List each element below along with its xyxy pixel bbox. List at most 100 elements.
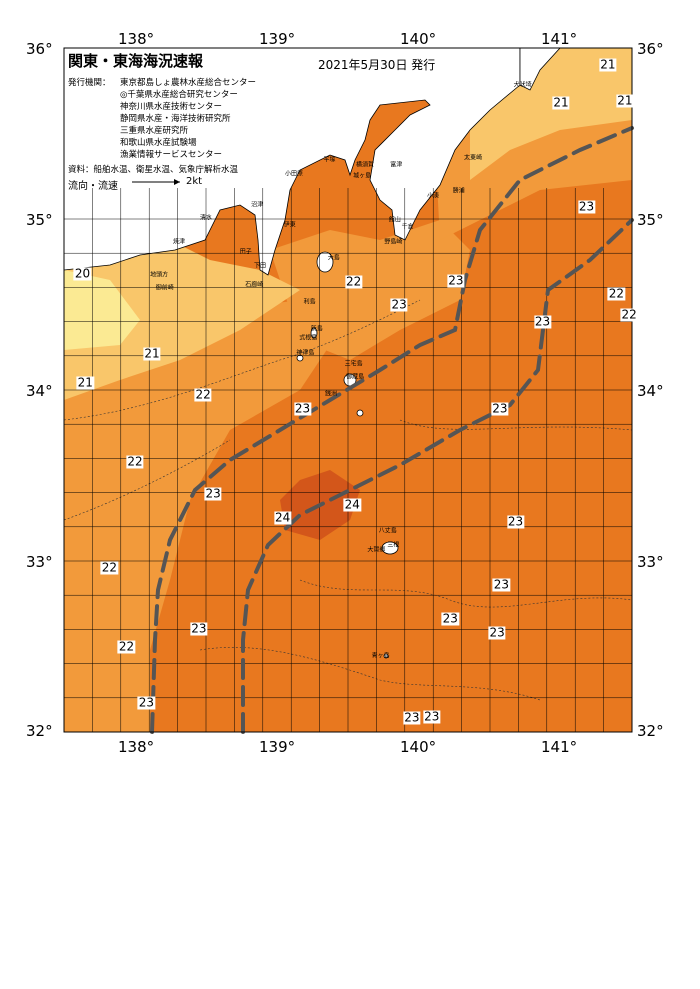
place-name: 伊東 xyxy=(283,221,296,229)
temperature-label: 23 xyxy=(577,199,596,214)
temperature-label: 22 xyxy=(345,274,363,289)
island-hachijojima xyxy=(381,541,399,555)
place-name: 横須賀 xyxy=(356,161,375,169)
lat-right-label: 32° xyxy=(637,722,664,740)
temperature-label: 23 xyxy=(190,621,208,636)
place-name: 御前崎 xyxy=(155,284,174,292)
place-name: 石廊崎 xyxy=(245,281,264,289)
lat-left-label: 36° xyxy=(26,40,53,58)
lat-right-label: 35° xyxy=(637,211,664,229)
lat-left-label: 33° xyxy=(26,553,53,571)
lon-bottom-label: 140° xyxy=(400,738,437,756)
place-name: 大賀郷 xyxy=(367,546,386,554)
publisher-item: 東京都島しょ農林水産総合センター xyxy=(120,78,257,88)
lat-right-label: 34° xyxy=(637,382,664,400)
temperature-label: 23 xyxy=(441,611,459,626)
map-frame xyxy=(63,47,633,733)
place-name: 小湊 xyxy=(427,192,440,200)
sea-zone-21 xyxy=(64,230,300,400)
temperature-label: 23 xyxy=(447,273,465,288)
publisher-item: 漁業情報サービスセンター xyxy=(120,150,223,160)
lat-left-label: 32° xyxy=(26,722,53,740)
temperature-label: 23 xyxy=(390,297,408,311)
lon-top-label: 141° xyxy=(541,30,578,48)
data-sources: 資料：船舶水温、衛星水温、気象庁解析水温 xyxy=(68,165,239,175)
lon-bottom-label: 138° xyxy=(118,738,155,756)
place-name: 犬吠埼 xyxy=(513,81,532,89)
place-name: 館山 xyxy=(388,216,401,224)
lon-bottom-label: 141° xyxy=(541,738,578,756)
temperature-label: 23 xyxy=(488,625,506,640)
place-name: 沼津 xyxy=(251,201,264,209)
lat-left-label: 34° xyxy=(26,382,53,400)
kuroshio-axis xyxy=(150,126,634,734)
issue-date: 2021年5月30日 発行 xyxy=(318,58,436,72)
temperature-label: 22 xyxy=(607,286,626,301)
place-name: 下田 xyxy=(253,262,266,270)
lat-right-label: 33° xyxy=(637,553,664,571)
publisher-item: 和歌山県水産試験場 xyxy=(120,138,197,148)
publisher-label: 発行機関： xyxy=(68,78,111,88)
lon-top-label: 138° xyxy=(118,30,155,48)
temperature-label: 23 xyxy=(492,577,510,592)
publisher-item: 三重県水産研究所 xyxy=(120,126,189,136)
publisher-item: 静岡県水産・海洋技術研究所 xyxy=(120,114,231,124)
island-niijima xyxy=(310,327,318,339)
lon-top-label: 140° xyxy=(400,30,437,48)
temperature-label: 23 xyxy=(506,514,525,529)
place-name: 千倉 xyxy=(401,223,414,231)
place-name: 焼津 xyxy=(173,238,186,246)
place-name: 利島 xyxy=(303,298,316,306)
place-name: 小田原 xyxy=(285,170,304,178)
place-name: 銭洲 xyxy=(324,390,337,398)
place-name: 清水 xyxy=(199,214,213,222)
temperature-label: 23 xyxy=(137,695,155,710)
temperature-label: 21 xyxy=(616,93,634,108)
lat-right-label: 36° xyxy=(637,40,664,58)
place-name: 三宅島 xyxy=(344,360,363,368)
place-name: 神津島 xyxy=(296,349,315,357)
island-aogashima xyxy=(383,653,389,659)
temperature-label: 22 xyxy=(126,454,144,469)
temperature-label: 22 xyxy=(620,307,638,322)
temperature-label: 24 xyxy=(274,510,292,525)
temperature-label: 22 xyxy=(194,387,212,402)
temperature-label: 23 xyxy=(293,401,312,416)
temperature-label: 23 xyxy=(491,401,509,416)
place-name: 御蔵島 xyxy=(346,373,365,381)
temperature-label: 23 xyxy=(204,486,222,501)
land-boso-tip xyxy=(519,48,561,91)
lon-bottom-label: 139° xyxy=(259,738,296,756)
temperature-label: 21 xyxy=(76,375,94,390)
publisher-item: ◎千葉県水産総合研究センター xyxy=(120,90,238,100)
sea-zone-22 xyxy=(64,300,340,732)
place-name: 青ヶ島 xyxy=(371,652,390,660)
temperature-label: 23 xyxy=(533,314,552,329)
temperature-label: 21 xyxy=(143,346,161,361)
place-name: 勝浦 xyxy=(452,187,465,195)
island-oshima xyxy=(316,251,334,273)
publisher-item: 神奈川県水産技術センター xyxy=(120,102,223,112)
island-kozushima xyxy=(296,354,304,362)
legend-arrow-head xyxy=(174,179,180,185)
island-mikurajima xyxy=(356,409,364,417)
place-name: 太東崎 xyxy=(463,154,482,162)
place-name: 式根島 xyxy=(299,334,318,342)
lon-top-label: 139° xyxy=(259,30,296,48)
lat-left-label: 35° xyxy=(26,211,53,229)
place-name: 大島 xyxy=(327,254,340,262)
place-name: 田子 xyxy=(239,248,252,256)
place-name: 城ヶ島 xyxy=(353,172,372,180)
place-name: 富津 xyxy=(390,161,403,169)
temperature-label: 22 xyxy=(100,560,119,575)
temperature-label: 23 xyxy=(423,709,441,724)
place-name: 野島崎 xyxy=(384,238,403,246)
place-name: 三根 xyxy=(387,541,400,549)
coordinate-grid xyxy=(64,188,632,732)
map-title: 関東・東海海況速報 xyxy=(68,52,204,70)
temperature-label: 21 xyxy=(599,57,617,72)
temperature-label: 20 xyxy=(73,266,92,281)
place-name: 八丈島 xyxy=(378,527,397,535)
temperature-label: 22 xyxy=(117,639,136,653)
